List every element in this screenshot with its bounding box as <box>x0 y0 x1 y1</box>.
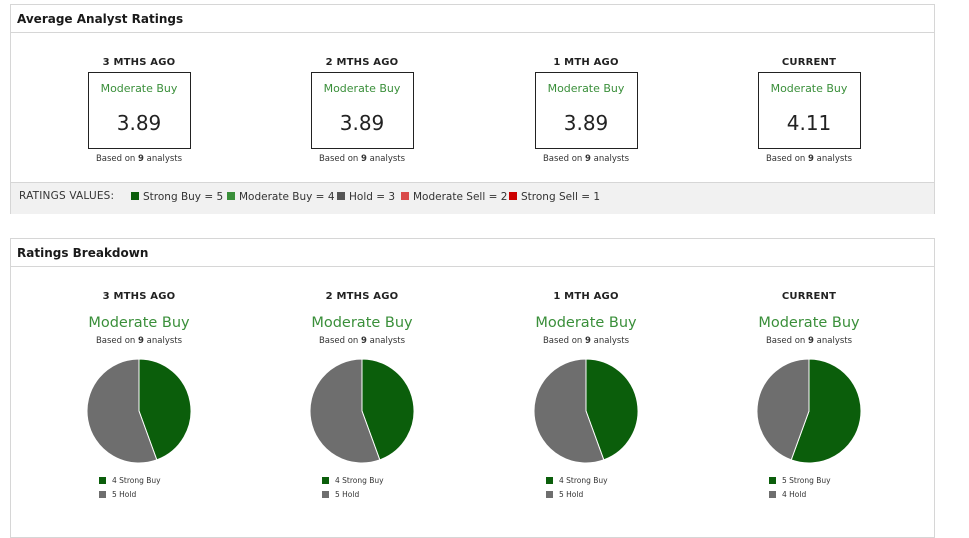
pie-legend-item: 5 Strong Buy <box>769 476 849 490</box>
legend-item-hold: Hold = 3 <box>337 191 395 203</box>
breakdown-column-3m: 3 MTHS AGO Moderate Buy Based on 9 analy… <box>39 291 239 504</box>
pie-slice <box>309 358 381 464</box>
legend-item-strong-buy: Strong Buy = 5 <box>131 191 223 203</box>
swatch-icon <box>99 491 106 498</box>
pie-slice <box>361 358 415 461</box>
period-label: 3 MTHS AGO <box>102 291 176 302</box>
rating-label: Moderate Buy <box>770 82 848 95</box>
average-ratings-panel: Average Analyst Ratings 3 MTHS AGO Moder… <box>10 4 935 214</box>
ratings-breakdown-panel: Ratings Breakdown 3 MTHS AGO Moderate Bu… <box>10 238 935 538</box>
ratings-pie-chart <box>309 358 415 464</box>
swatch-icon <box>322 491 329 498</box>
legend-item-moderate-sell: Moderate Sell = 2 <box>401 191 507 203</box>
period-label: 2 MTHS AGO <box>325 57 399 68</box>
avg-column-3m: 3 MTHS AGO Moderate Buy 3.89 Based on 9 … <box>39 57 239 164</box>
based-on-text: Based on 9 analysts <box>542 154 630 164</box>
period-label: 1 MTH AGO <box>553 291 619 302</box>
consensus-rating: Moderate Buy <box>758 315 860 331</box>
legend-item-moderate-buy: Moderate Buy = 4 <box>227 191 335 203</box>
based-on-text: Based on 9 analysts <box>542 336 630 346</box>
pie-legend-item: 4 Hold <box>769 490 849 504</box>
swatch-icon <box>131 192 139 200</box>
pie-legend: 4 Strong Buy 5 Hold <box>99 476 179 504</box>
period-label: 2 MTHS AGO <box>325 291 399 302</box>
pie-slice <box>86 358 158 464</box>
pie-legend: 5 Strong Buy 4 Hold <box>769 476 849 504</box>
based-on-text: Based on 9 analysts <box>765 154 853 164</box>
pie-slice <box>756 358 810 461</box>
ratings-values-legend: RATINGS VALUES: Strong Buy = 5 Moderate … <box>11 182 934 214</box>
based-on-text: Based on 9 analysts <box>95 336 183 346</box>
pie-legend: 4 Strong Buy 5 Hold <box>546 476 626 504</box>
pie-legend: 4 Strong Buy 5 Hold <box>322 476 402 504</box>
period-label: CURRENT <box>781 57 837 68</box>
swatch-icon <box>322 477 329 484</box>
rating-box: Moderate Buy 4.11 <box>757 72 861 149</box>
pie-legend-item: 5 Hold <box>546 490 626 504</box>
rating-label: Moderate Buy <box>100 82 178 95</box>
period-label: 1 MTH AGO <box>553 57 619 68</box>
based-on-text: Based on 9 analysts <box>95 154 183 164</box>
swatch-icon <box>546 491 553 498</box>
swatch-icon <box>227 192 235 200</box>
rating-box: Moderate Buy 3.89 <box>87 72 191 149</box>
rating-value: 3.89 <box>563 111 609 135</box>
ratings-pie-chart <box>86 358 192 464</box>
rating-value: 3.89 <box>339 111 385 135</box>
pie-slice <box>533 358 605 464</box>
pie-legend-item: 5 Hold <box>322 490 402 504</box>
breakdown-column-1m: 1 MTH AGO Moderate Buy Based on 9 analys… <box>486 291 686 504</box>
pie-slice <box>138 358 192 461</box>
swatch-icon <box>546 477 553 484</box>
breakdown-column-current: CURRENT Moderate Buy Based on 9 analysts… <box>709 291 909 504</box>
rating-value: 3.89 <box>116 111 162 135</box>
swatch-icon <box>509 192 517 200</box>
avg-column-2m: 2 MTHS AGO Moderate Buy 3.89 Based on 9 … <box>262 57 462 164</box>
rating-value: 4.11 <box>786 111 832 135</box>
pie-legend-item: 4 Strong Buy <box>546 476 626 490</box>
panel-title: Average Analyst Ratings <box>11 5 934 33</box>
swatch-icon <box>337 192 345 200</box>
avg-column-current: CURRENT Moderate Buy 4.11 Based on 9 ana… <box>709 57 909 164</box>
pie-slice <box>585 358 639 461</box>
rating-label: Moderate Buy <box>323 82 401 95</box>
period-label: 3 MTHS AGO <box>102 57 176 68</box>
breakdown-column-2m: 2 MTHS AGO Moderate Buy Based on 9 analy… <box>262 291 462 504</box>
ratings-pie-chart <box>533 358 639 464</box>
legend-title: RATINGS VALUES: <box>19 190 115 202</box>
swatch-icon <box>401 192 409 200</box>
legend-item-strong-sell: Strong Sell = 1 <box>509 191 600 203</box>
swatch-icon <box>769 491 776 498</box>
based-on-text: Based on 9 analysts <box>318 336 406 346</box>
based-on-text: Based on 9 analysts <box>318 154 406 164</box>
rating-label: Moderate Buy <box>547 82 625 95</box>
consensus-rating: Moderate Buy <box>535 315 637 331</box>
pie-legend-item: 4 Strong Buy <box>322 476 402 490</box>
swatch-icon <box>769 477 776 484</box>
avg-column-1m: 1 MTH AGO Moderate Buy 3.89 Based on 9 a… <box>486 57 686 164</box>
ratings-pie-chart <box>756 358 862 464</box>
pie-slice <box>790 358 862 464</box>
pie-legend-item: 5 Hold <box>99 490 179 504</box>
panel-title: Ratings Breakdown <box>11 239 934 267</box>
pie-legend-item: 4 Strong Buy <box>99 476 179 490</box>
based-on-text: Based on 9 analysts <box>765 336 853 346</box>
rating-box: Moderate Buy 3.89 <box>534 72 638 149</box>
consensus-rating: Moderate Buy <box>311 315 413 331</box>
period-label: CURRENT <box>781 291 837 302</box>
consensus-rating: Moderate Buy <box>88 315 190 331</box>
swatch-icon <box>99 477 106 484</box>
rating-box: Moderate Buy 3.89 <box>310 72 414 149</box>
